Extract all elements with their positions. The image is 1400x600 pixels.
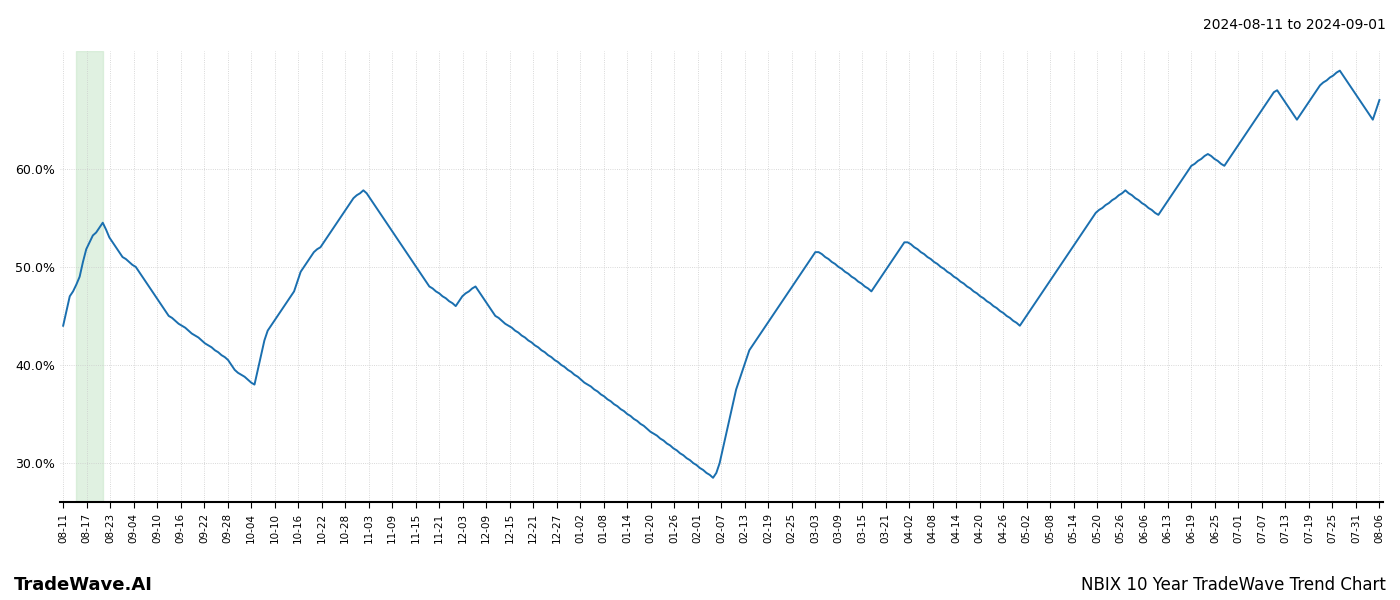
Bar bbox=[77, 51, 102, 502]
Text: NBIX 10 Year TradeWave Trend Chart: NBIX 10 Year TradeWave Trend Chart bbox=[1081, 576, 1386, 594]
Text: TradeWave.AI: TradeWave.AI bbox=[14, 576, 153, 594]
Text: 2024-08-11 to 2024-09-01: 2024-08-11 to 2024-09-01 bbox=[1203, 18, 1386, 32]
